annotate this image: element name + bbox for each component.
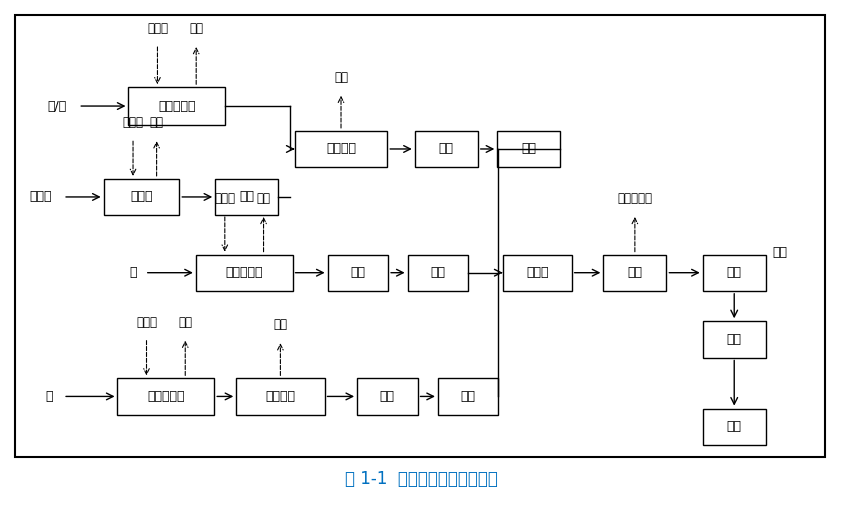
Bar [408, 255, 468, 291]
Text: 解模: 解模 [439, 142, 454, 156]
Text: 废气: 废气 [150, 116, 163, 129]
Text: 射芯机: 射芯机 [131, 190, 152, 204]
Text: 冷却: 冷却 [380, 390, 395, 403]
Text: 机加工: 机加工 [526, 266, 548, 279]
Text: 浇铸成型: 浇铸成型 [326, 142, 356, 156]
Text: 除渣剂: 除渣剂 [136, 316, 157, 329]
Bar [702, 409, 766, 445]
Text: 电镀: 电镀 [727, 266, 742, 279]
Text: 废气: 废气 [274, 318, 287, 331]
Bar [438, 378, 498, 415]
Text: 压铸成型: 压铸成型 [265, 390, 296, 403]
Bar [236, 378, 325, 415]
Bar [603, 255, 667, 291]
Bar [503, 255, 572, 291]
Bar [216, 179, 278, 215]
Text: 冷却: 冷却 [521, 142, 536, 156]
Text: 下芯: 下芯 [239, 190, 254, 204]
Bar [15, 15, 825, 457]
Text: 中频炉熔化: 中频炉熔化 [147, 390, 184, 403]
Text: 废气: 废气 [179, 316, 192, 329]
Text: 中频炉熔化: 中频炉熔化 [158, 99, 195, 113]
Text: 图 1-1  金属件生产工艺流程图: 图 1-1 金属件生产工艺流程图 [344, 470, 498, 488]
Bar [328, 255, 388, 291]
Bar [195, 255, 293, 291]
Text: 铜/锌: 铜/锌 [48, 99, 67, 113]
Text: 冷却: 冷却 [430, 266, 445, 279]
Text: 组装: 组装 [727, 333, 742, 346]
Text: 覆膜砂: 覆膜砂 [29, 190, 51, 204]
Bar [702, 255, 766, 291]
Bar [128, 87, 226, 125]
Text: 中频炉熔化: 中频炉熔化 [226, 266, 263, 279]
Bar [357, 378, 418, 415]
Bar [415, 131, 478, 167]
Text: 外协: 外协 [773, 246, 787, 259]
Text: 废气: 废气 [257, 192, 270, 205]
Text: 除渣剂: 除渣剂 [147, 22, 168, 35]
Text: 修边: 修边 [461, 390, 476, 403]
Bar [295, 131, 387, 167]
Text: 粉尘、噪声: 粉尘、噪声 [617, 192, 653, 205]
Bar [118, 378, 214, 415]
Bar [497, 131, 561, 167]
Text: 除渣剂: 除渣剂 [215, 192, 235, 205]
Text: 废气: 废气 [334, 71, 348, 84]
Text: 锌: 锌 [45, 390, 52, 403]
Text: 拉丝: 拉丝 [350, 266, 365, 279]
Bar [104, 179, 179, 215]
Text: 脱模剂: 脱模剂 [123, 116, 143, 129]
Text: 成品: 成品 [727, 420, 742, 433]
Bar [702, 321, 766, 358]
Text: 废气: 废气 [189, 22, 203, 35]
Text: 铜: 铜 [130, 266, 136, 279]
Text: 抛光: 抛光 [627, 266, 642, 279]
